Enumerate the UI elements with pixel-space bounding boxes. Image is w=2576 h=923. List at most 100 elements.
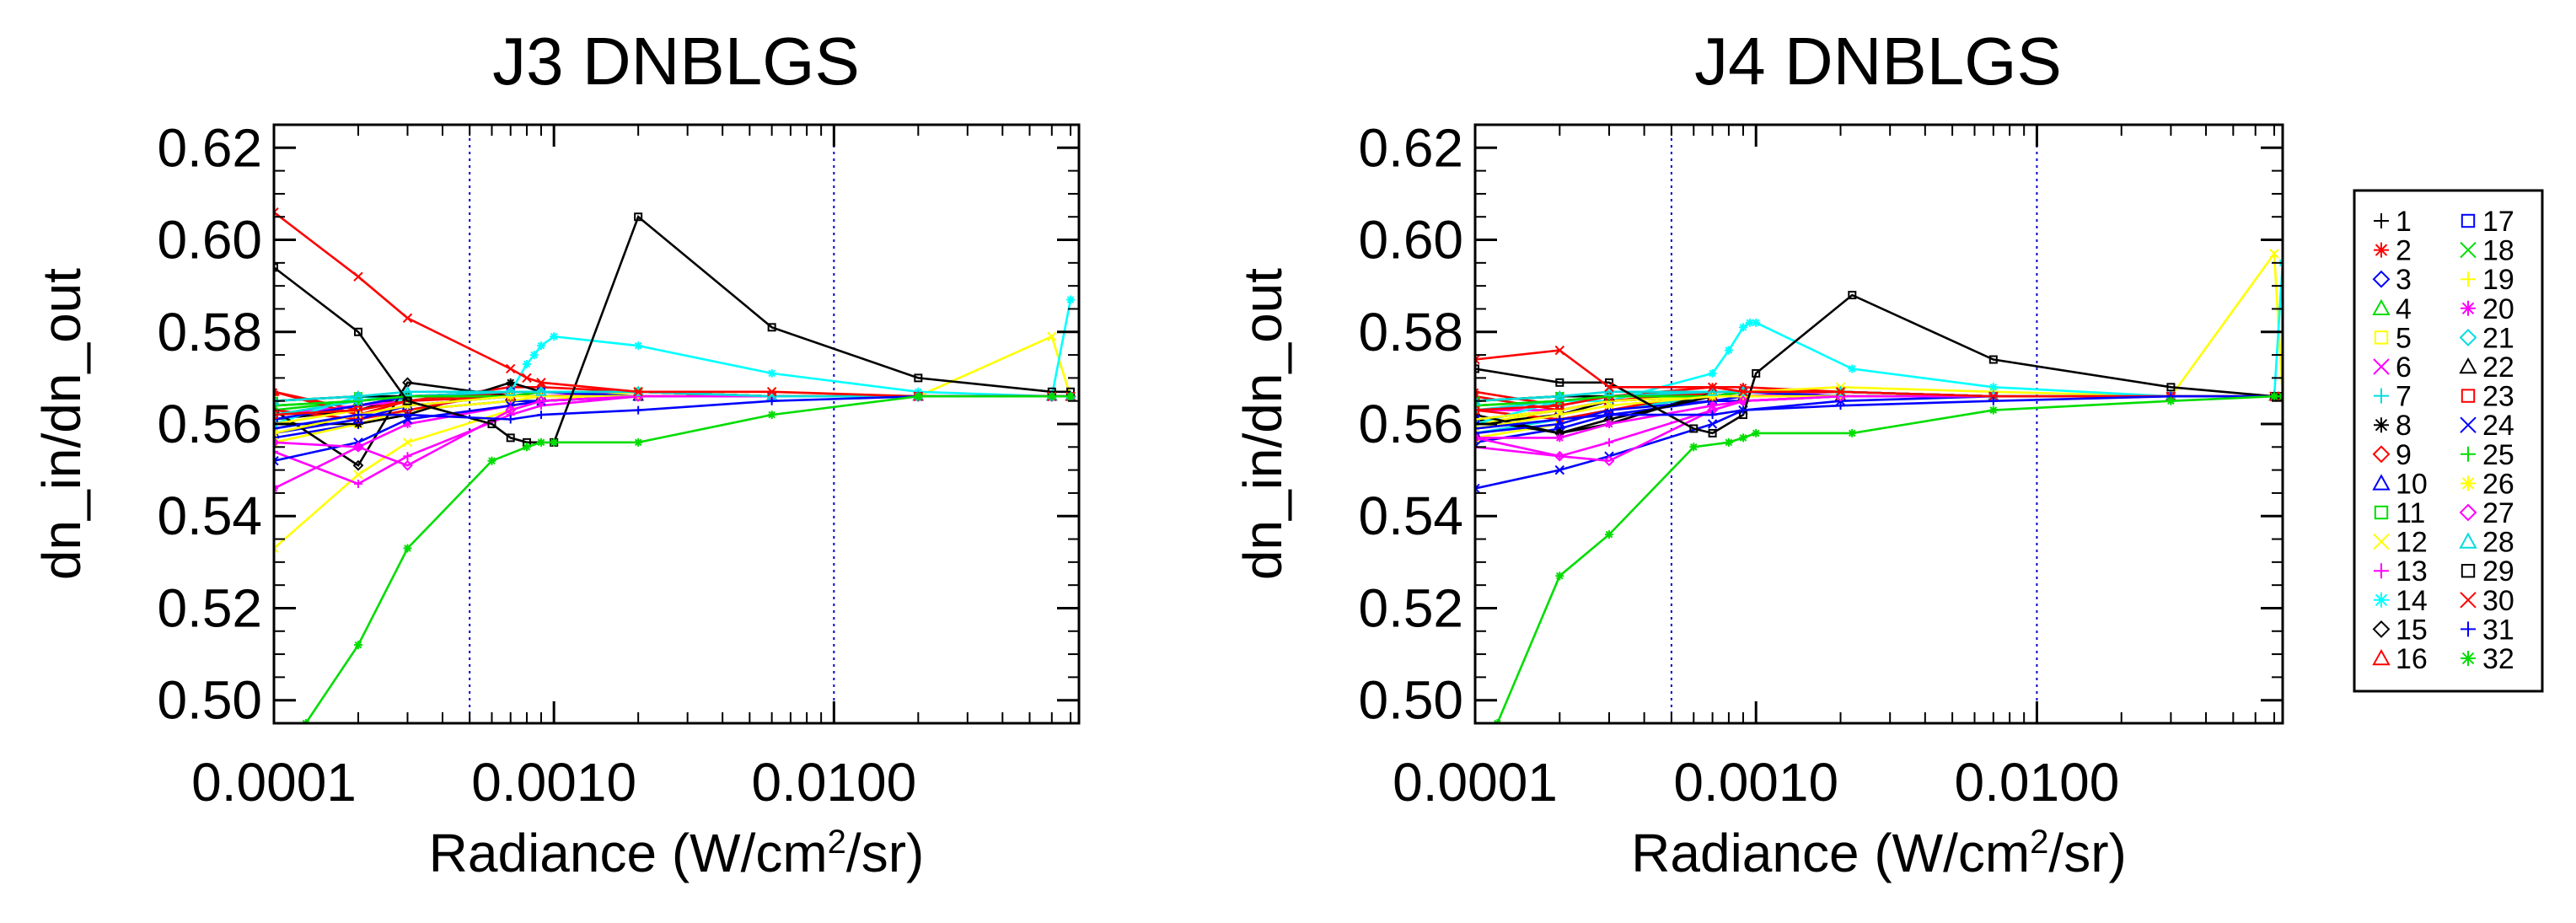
data-point (1475, 354, 1480, 365)
data-point (1988, 383, 1998, 392)
x-axis-label: Radiance (W/cm2/sr) (429, 823, 925, 883)
data-point (403, 420, 412, 428)
data-point (535, 395, 547, 407)
data-point (914, 392, 923, 401)
legend-marker (2461, 564, 2476, 578)
legend-label: 21 (2482, 322, 2514, 354)
y-tick-label: 0.62 (157, 117, 262, 178)
data-point (1604, 392, 1613, 401)
legend-label: 6 (2396, 351, 2412, 384)
series-line-32 (304, 394, 1071, 723)
y-tick-label: 0.54 (157, 486, 262, 546)
legend-marker (2372, 270, 2391, 288)
legend-marker (2460, 592, 2477, 609)
data-point (535, 385, 547, 396)
data-point (505, 385, 517, 396)
data-point (1047, 392, 1056, 401)
legend-label: 11 (2396, 497, 2425, 529)
data-point (1475, 390, 1481, 401)
data-point (402, 437, 413, 448)
legend-label: 4 (2396, 293, 2412, 325)
data-point (1988, 396, 1998, 405)
data-point (536, 411, 545, 420)
legend-label: 20 (2482, 293, 2514, 325)
legend-label: 3 (2396, 264, 2412, 296)
y-tick-label: 0.56 (157, 394, 262, 454)
legend-item-3: 3 (2372, 264, 2412, 296)
series-32 (1493, 392, 2283, 723)
data-point (2269, 249, 2279, 259)
x-tick-label: 0.0001 (1393, 752, 1558, 813)
data-point (506, 433, 515, 443)
data-point (1708, 368, 1717, 378)
legend-label: 31 (2482, 614, 2514, 646)
data-point (1603, 455, 1615, 467)
data-point (353, 480, 362, 488)
data-point (353, 327, 362, 336)
legend-item-29: 29 (2461, 555, 2514, 588)
data-point (912, 390, 924, 402)
legend-marker (2374, 505, 2389, 520)
data-point (1689, 424, 1699, 433)
chart-title: J3 DNBLGS (492, 24, 860, 99)
data-point (1475, 401, 1479, 411)
data-point (550, 332, 559, 341)
series-line-31 (1475, 394, 2283, 430)
legend: 1234567891011121314151617181920212223242… (2353, 189, 2544, 693)
data-point (1604, 420, 1613, 428)
legend-marker (2461, 271, 2476, 287)
y-tick-label: 0.60 (157, 210, 262, 271)
data-point (766, 387, 777, 397)
data-point (1836, 401, 1845, 411)
data-point (1475, 364, 1479, 373)
legend-marker (2459, 328, 2477, 346)
legend-marker (2372, 648, 2391, 666)
legend-label: 17 (2482, 206, 2514, 238)
data-point (274, 411, 278, 420)
legend-item-1: 1 (2374, 206, 2412, 238)
legend-item-8: 8 (2374, 410, 2412, 442)
data-point (1724, 437, 1733, 447)
data-point (522, 443, 531, 452)
legend-item-12: 12 (2373, 527, 2428, 559)
data-point (487, 456, 496, 465)
data-point (767, 368, 776, 378)
data-point (401, 385, 414, 396)
data-point (403, 396, 412, 405)
legend-label: 29 (2482, 555, 2514, 588)
data-point (1066, 295, 1076, 304)
data-point (274, 447, 278, 456)
legend-item-16: 16 (2372, 643, 2428, 675)
legend-item-25: 25 (2461, 439, 2514, 471)
data-point (536, 437, 545, 447)
legend-marker (2374, 330, 2389, 345)
data-point (1848, 364, 1857, 373)
y-tick-label: 0.50 (1358, 670, 1463, 731)
y-axis-label: dn_in/dn_out (1232, 268, 1293, 580)
legend-label: 12 (2396, 527, 2428, 559)
data-point (353, 641, 362, 650)
legend-item-26: 26 (2461, 468, 2514, 500)
legend-label: 9 (2396, 439, 2412, 471)
data-point (403, 401, 412, 411)
data-point (353, 271, 363, 282)
series-line-30 (274, 211, 1071, 398)
data-point (352, 459, 364, 471)
series-31 (1475, 392, 2283, 433)
data-point (506, 415, 515, 424)
legend-marker (2461, 389, 2476, 403)
x-tick-label: 0.0010 (471, 752, 636, 813)
series-line-15 (274, 381, 1071, 468)
data-point (1724, 346, 1733, 355)
data-point (634, 437, 643, 447)
data-point (536, 341, 545, 351)
x-axis-label: Radiance (W/cm2/sr) (1631, 823, 2127, 883)
legend-box (2353, 189, 2544, 693)
legend-label: 32 (2482, 643, 2514, 675)
data-point (2166, 383, 2176, 392)
chart-panel-1: 0.50 0.52 0.54 0.56 0.58 0.60 0.62 0.0001 0.0010… (31, 24, 1081, 883)
legend-label: 24 (2482, 410, 2514, 442)
data-point (403, 411, 412, 420)
legend-label: 23 (2482, 381, 2514, 413)
x-tick-label: 0.0001 (191, 752, 357, 813)
